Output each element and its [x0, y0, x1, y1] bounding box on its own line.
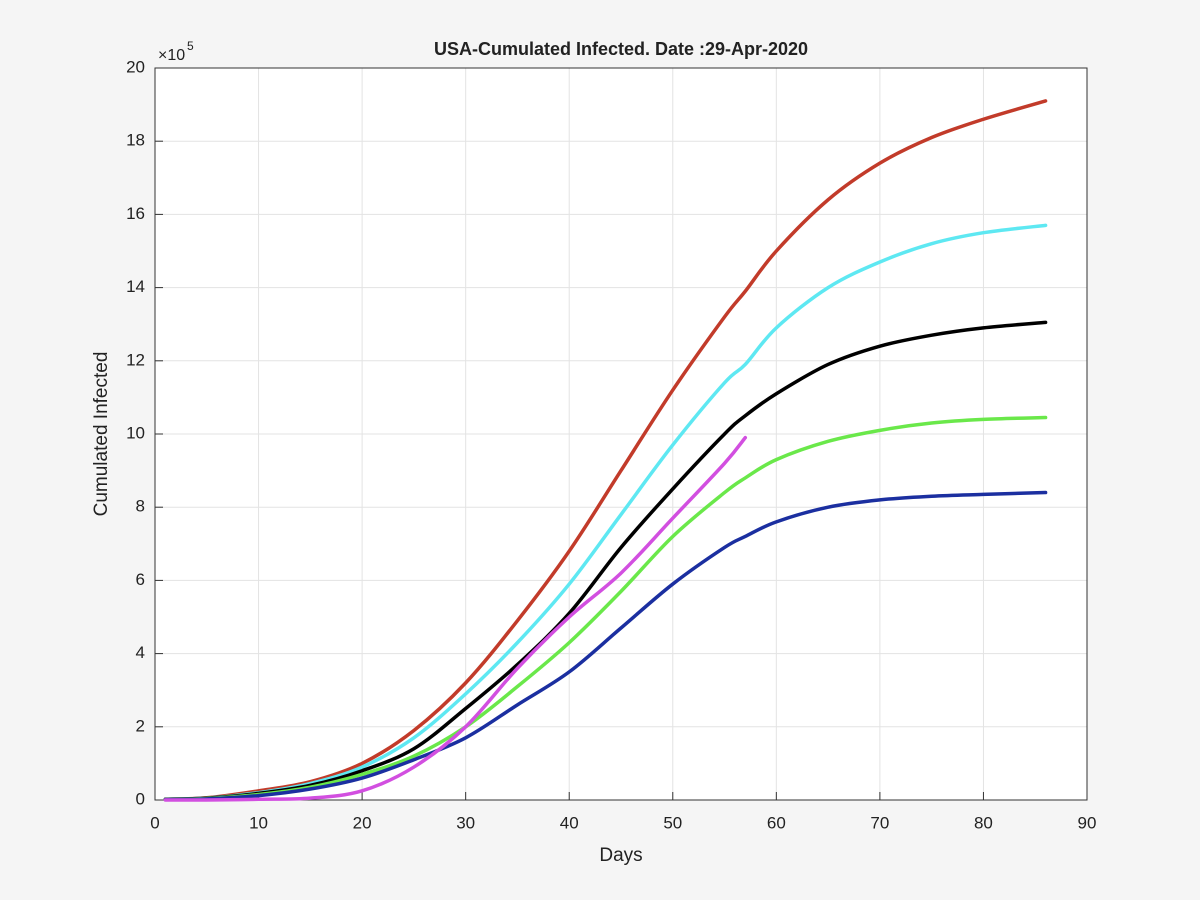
y-tick-label: 2	[136, 716, 145, 735]
y-tick-label: 0	[136, 789, 145, 808]
y-tick-label: 20	[126, 57, 145, 76]
y-tick-label: 6	[136, 570, 145, 589]
x-tick-label: 60	[767, 813, 786, 832]
series-line	[163, 99, 1048, 802]
series-line	[163, 223, 1048, 802]
y-tick-label: 14	[126, 277, 145, 296]
x-tick-label: 10	[249, 813, 268, 832]
x-tick-label: 30	[456, 813, 475, 832]
series-line	[163, 435, 748, 802]
y-multiplier: ×10	[158, 47, 185, 64]
x-tick-label: 70	[870, 813, 889, 832]
axes-box	[154, 67, 1088, 801]
x-tick-label: 20	[353, 813, 372, 832]
chart-title: USA-Cumulated Infected. Date :29-Apr-202…	[434, 39, 808, 59]
y-tick-label: 12	[126, 350, 145, 369]
x-tick-label: 40	[560, 813, 579, 832]
y-tick-label: 10	[126, 423, 145, 442]
x-tick-label: 80	[974, 813, 993, 832]
y-tick-label: 18	[126, 131, 145, 150]
y-tick-label: 4	[136, 643, 145, 662]
series-line	[163, 490, 1048, 802]
x-tick-label: 50	[663, 813, 682, 832]
y-tick-label: 16	[126, 204, 145, 223]
y-tick-label: 8	[136, 497, 145, 516]
series-line	[163, 415, 1048, 802]
y-axis-label: Cumulated Infected	[91, 352, 112, 517]
y-multiplier-exponent: 5	[187, 39, 194, 53]
x-tick-label: 90	[1078, 813, 1097, 832]
x-tick-label: 0	[150, 813, 159, 832]
series-line	[163, 320, 1048, 802]
x-axis-label: Days	[599, 845, 642, 866]
